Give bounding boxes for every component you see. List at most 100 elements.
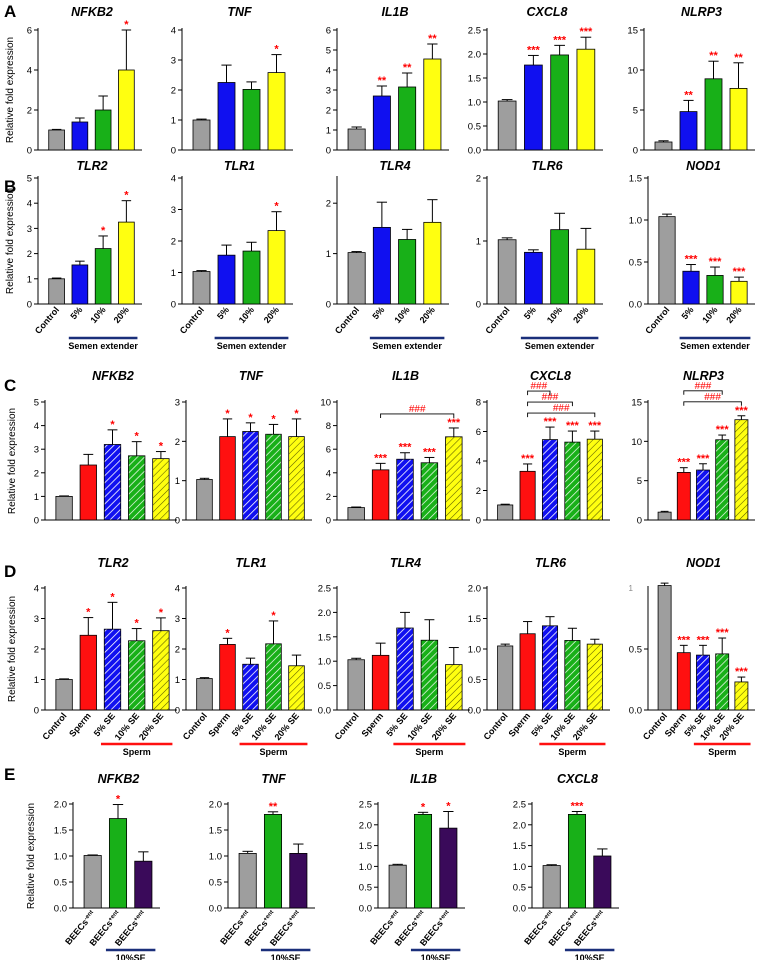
significance-label: * <box>124 19 129 31</box>
y-tick-label: 3 <box>175 614 180 625</box>
y-tick-label: 0 <box>476 516 481 527</box>
y-tick-label: 1.5 <box>629 174 642 185</box>
bar <box>265 433 282 521</box>
bar <box>71 121 89 151</box>
y-tick-label: 5 <box>637 476 642 487</box>
significance-label: ** <box>709 50 718 62</box>
y-tick-label: 2.0 <box>513 820 526 831</box>
significance-label: *** <box>733 266 747 278</box>
significance-label: * <box>274 44 279 56</box>
y-tick-label: 1.0 <box>54 852 67 863</box>
y-tick-label: 2 <box>476 174 481 185</box>
subplot-b-tlr1: TLR1 0 1 2 3 4 Control 5% 10% * 20% Semen extender <box>171 159 293 351</box>
bracket-label: ### <box>409 404 426 415</box>
y-tick-label: 0.0 <box>468 146 481 157</box>
bar <box>497 645 514 711</box>
significance-label: ** <box>428 33 437 45</box>
significance-label: * <box>135 431 140 443</box>
y-tick-label: 1 <box>175 675 180 686</box>
bar <box>118 69 135 151</box>
bar <box>524 251 543 305</box>
subplot-c-nlrp3: NLRP3 0 5 10 15 *** *** *** *** ###### <box>631 369 755 527</box>
bar <box>219 644 236 711</box>
bar <box>128 455 146 521</box>
bar <box>217 254 236 305</box>
bar <box>676 472 691 521</box>
significance-label: *** <box>735 405 749 417</box>
significance-label: *** <box>553 34 567 46</box>
bar <box>371 469 390 521</box>
y-tick-label: 4 <box>171 26 176 37</box>
bar <box>347 128 366 151</box>
y-tick-label: 1.0 <box>513 862 526 873</box>
bar <box>83 855 102 909</box>
y-axis-label: Relative fold expression <box>5 37 16 143</box>
x-tick-label: 20% <box>724 305 743 325</box>
y-tick-label: 3 <box>34 614 39 625</box>
bar <box>267 72 286 151</box>
subplot-b-nod1: NOD1 0.0 0.5 1.0 1.5 Control *** 5% *** 10% *** 20%… <box>629 159 755 351</box>
significance-label: *** <box>544 416 558 428</box>
x-tick-label: 5% <box>522 305 538 321</box>
y-tick-label: 0 <box>34 516 39 527</box>
stray-tick-label: 1 <box>629 584 634 593</box>
y-tick-label: 0.5 <box>513 883 526 894</box>
significance-label: * <box>446 800 451 812</box>
bar <box>445 664 463 711</box>
significance-label: *** <box>374 452 388 464</box>
y-tick-label: 15 <box>627 26 638 37</box>
bar <box>152 458 170 521</box>
subplot-c-tnf: TNF 0 1 2 3 * * * * <box>175 369 312 527</box>
y-tick-label: 4 <box>476 457 481 468</box>
subplot-c-nfkb2: NFKB2 Relative fold expression 0 1 2 3 4 5 * * * <box>7 369 177 527</box>
significance-label: ** <box>403 62 412 74</box>
y-tick-label: 0.5 <box>54 878 67 889</box>
y-tick-label: 1.5 <box>318 632 331 643</box>
significance-label: * <box>159 607 164 619</box>
panel-letter-a: A <box>4 2 16 21</box>
bar <box>420 462 439 521</box>
subplot-title: NFKB2 <box>71 5 113 19</box>
significance-label: * <box>86 607 91 619</box>
x-tick-label: 20% SE <box>137 711 166 742</box>
y-tick-label: 1.0 <box>468 98 481 109</box>
y-tick-label: 4 <box>34 584 39 595</box>
y-tick-label: 0 <box>476 300 481 311</box>
y-tick-label: 1 <box>34 492 39 503</box>
bar <box>108 818 128 909</box>
comparison-bracket <box>527 390 551 396</box>
significance-label: *** <box>527 44 541 56</box>
y-tick-label: 2 <box>34 645 39 656</box>
subplot-e-il1b: IL1B0.00.51.01.52.02.5BEECs-ent*BEECs+en… <box>359 772 465 960</box>
bar <box>497 100 517 151</box>
panel-letter-b: B <box>4 177 16 196</box>
significance-label: *** <box>685 254 699 266</box>
panel-letter-e: E <box>4 765 15 784</box>
y-tick-label: 0 <box>326 300 331 311</box>
group-label: Semen extender <box>525 341 595 351</box>
y-tick-label: 2 <box>171 237 176 248</box>
bar <box>192 271 211 305</box>
group-label: Sperm <box>259 747 287 757</box>
bar <box>696 469 710 521</box>
bracket-label: ### <box>542 392 559 403</box>
bar <box>347 252 366 305</box>
subplot-a-nlrp3: NLRP3 0 5 10 15 ** ** ** <box>627 5 755 157</box>
y-tick-label: 2 <box>171 86 176 97</box>
subplot-d-tlr2: TLR2 Relative fold expression 0 1 2 3 4 Control… <box>7 556 177 757</box>
y-tick-label: 0.5 <box>359 883 372 894</box>
bar <box>242 431 259 521</box>
x-tick-label: Sperm <box>359 711 385 739</box>
y-tick-label: 2.5 <box>359 800 372 811</box>
subplot-c-il1b: IL1B 0 2 4 6 8 10 *** *** *** *** ### <box>320 369 470 527</box>
subplot-title: TNF <box>227 5 252 19</box>
bracket-label: ### <box>553 403 570 414</box>
significance-label: *** <box>735 666 749 678</box>
bar <box>541 625 559 711</box>
bar <box>445 436 463 521</box>
y-tick-label: 1 <box>27 274 32 285</box>
y-tick-label: 2 <box>326 199 331 210</box>
